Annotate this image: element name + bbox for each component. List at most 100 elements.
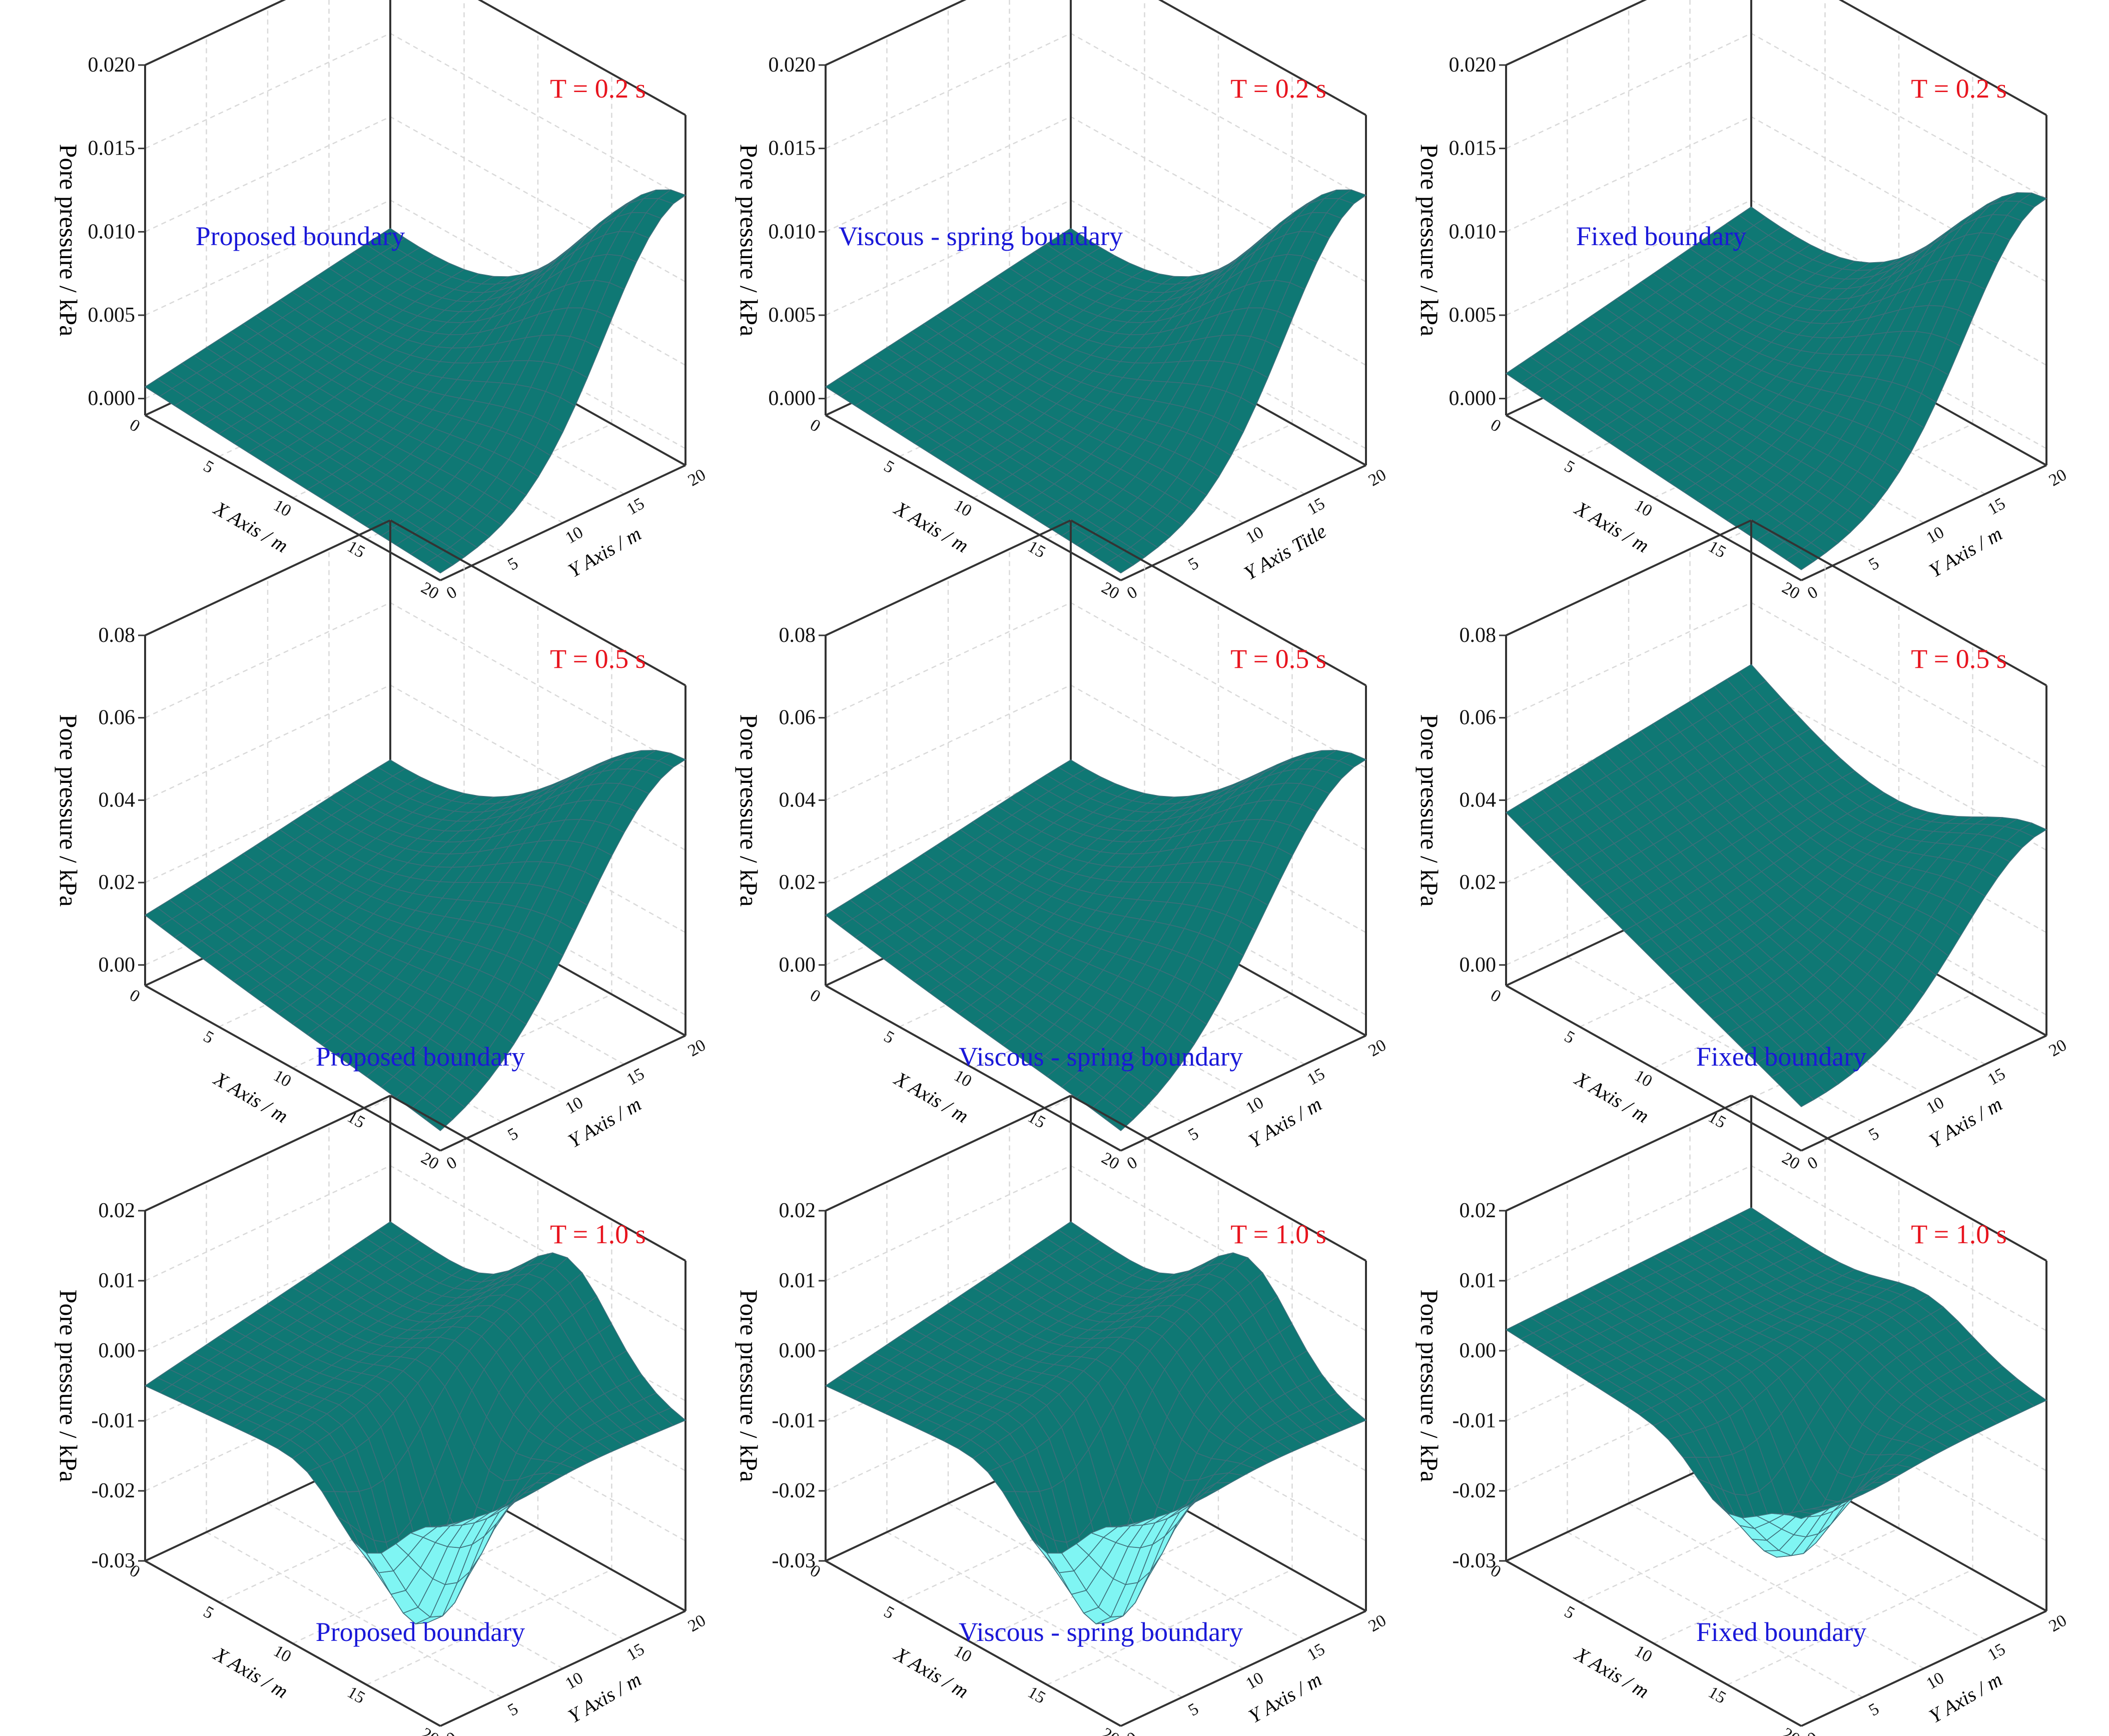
z-tick-label: 0.010 bbox=[769, 220, 816, 243]
axis-frame-edge bbox=[1120, 1610, 1366, 1727]
surface-patch bbox=[1105, 1108, 1134, 1131]
x-tick-label: 10 bbox=[951, 496, 975, 520]
axis-frame-edge bbox=[145, 0, 286, 66]
surface-mesh bbox=[145, 1221, 686, 1624]
axis-frame-edge bbox=[1120, 464, 1366, 581]
y-tick-label: 15 bbox=[1304, 1065, 1328, 1089]
z-tick-label: 0.08 bbox=[99, 624, 136, 647]
axis-frame-edge bbox=[825, 1560, 1121, 1727]
boundary-label: Fixed boundary bbox=[1696, 1617, 1866, 1647]
x-tick-label: 0 bbox=[807, 416, 824, 436]
surface-mesh bbox=[825, 1221, 1366, 1624]
x-tick-label: 0 bbox=[807, 986, 824, 1007]
floor-gridline bbox=[267, 1502, 563, 1669]
z-axis: -0.03 -0.02 -0.01 0.00 0.01 0.02 Pore pressure… bbox=[55, 1199, 145, 1572]
z-tick-label: 0.000 bbox=[88, 387, 136, 410]
floor-gridline bbox=[1653, 1527, 1899, 1644]
x-tick-label: 5 bbox=[881, 1602, 897, 1623]
axis-frame-edge bbox=[1801, 464, 2047, 581]
time-label: T = 0.2 s bbox=[1230, 74, 1326, 104]
surface-mesh bbox=[1506, 664, 2047, 1107]
x-tick-label: 5 bbox=[1561, 1602, 1578, 1623]
z-axis: 0.00 0.02 0.04 0.06 0.08 Pore pressure / kPa bbox=[735, 624, 826, 977]
x-tick-label: 10 bbox=[270, 496, 294, 520]
axis-frame-edge bbox=[1801, 1610, 2047, 1727]
z-tick-label: -0.03 bbox=[1453, 1549, 1497, 1572]
axis-frame-edge bbox=[1506, 0, 1647, 66]
z-tick-label: 0.08 bbox=[779, 624, 816, 647]
y-tick-label: 15 bbox=[1984, 1640, 2008, 1664]
back-walls bbox=[1505, 0, 2047, 581]
z-tick-label: 0.02 bbox=[99, 871, 136, 894]
x-tick-label: 5 bbox=[881, 457, 897, 477]
z-tick-label: 0.010 bbox=[88, 220, 136, 243]
surface-mesh bbox=[1506, 1207, 2047, 1558]
panel-fixed-t02: 0.000 0.005 0.010 0.015 0.020 Pore pressure /… bbox=[1361, 0, 2070, 603]
z-tick-label: 0.015 bbox=[1449, 137, 1497, 160]
axis-frame-edge bbox=[825, 0, 967, 66]
x-tick-label: 5 bbox=[1561, 1027, 1578, 1048]
y-tick-label: 15 bbox=[1304, 494, 1328, 519]
y-tick-label: 10 bbox=[1243, 523, 1267, 547]
z-axis-title: Pore pressure / kPa bbox=[55, 144, 83, 337]
z-gridline bbox=[145, 602, 686, 768]
z-tick-label: -0.02 bbox=[1453, 1479, 1497, 1502]
surface-patch bbox=[425, 1108, 453, 1131]
x-tick-label: 0 bbox=[1488, 416, 1504, 436]
surface-mesh bbox=[825, 189, 1366, 574]
y-tick-label: 15 bbox=[1984, 1065, 2008, 1089]
floor-gridline bbox=[1628, 1502, 1924, 1669]
time-label: T = 0.5 s bbox=[1230, 644, 1326, 674]
surface-patch bbox=[425, 555, 453, 574]
z-tick-label: 0.06 bbox=[99, 706, 136, 729]
axis-frame-edge bbox=[1801, 1035, 2047, 1152]
panel-viscous-t02: 0.000 0.005 0.010 0.015 0.020 Pore pressure /… bbox=[680, 0, 1389, 603]
z-tick-label: 0.005 bbox=[1449, 304, 1497, 327]
surface-plot: 0.000 0.005 0.010 0.015 0.020 Pore pressure /… bbox=[735, 0, 1389, 603]
surface-mesh bbox=[825, 749, 1366, 1131]
z-tick-label: 0.015 bbox=[769, 137, 816, 160]
floor-gridline bbox=[366, 1569, 612, 1685]
z-gridline bbox=[825, 602, 1366, 768]
surface-patch bbox=[1786, 551, 1814, 570]
x-tick-label: 0 bbox=[127, 986, 143, 1007]
time-label: T = 1.0 s bbox=[1230, 1219, 1326, 1249]
time-label: T = 0.5 s bbox=[550, 644, 645, 674]
panel-viscous-t05: 0.00 0.02 0.04 0.06 0.08 Pore pressure / kPa 0… bbox=[680, 519, 1389, 1173]
y-tick-label: 0 bbox=[443, 1728, 460, 1736]
z-tick-label: 0.010 bbox=[1449, 220, 1497, 243]
y-tick-label: 10 bbox=[562, 523, 586, 547]
surface-plot: -0.03 -0.02 -0.01 0.00 0.01 0.02 Pore pressure… bbox=[55, 1095, 709, 1736]
floor-gridline bbox=[206, 1531, 502, 1698]
z-tick-label: 0.020 bbox=[1449, 54, 1497, 77]
z-axis-title: Pore pressure / kPa bbox=[735, 1290, 763, 1482]
x-tick-label: 5 bbox=[200, 1027, 217, 1048]
y-tick-label: 10 bbox=[1923, 1668, 1947, 1693]
surface-plot: -0.03 -0.02 -0.01 0.00 0.01 0.02 Pore pressure… bbox=[1416, 1095, 2070, 1736]
z-tick-label: 0.020 bbox=[88, 54, 136, 77]
z-axis-title: Pore pressure / kPa bbox=[1416, 714, 1444, 907]
panel-proposed-t02: 0.000 0.005 0.010 0.015 0.020 Pore pressure /… bbox=[0, 0, 709, 603]
y-tick-label: 10 bbox=[562, 1093, 586, 1118]
z-tick-label: 0.02 bbox=[1460, 1199, 1497, 1222]
x-tick-label: 10 bbox=[1631, 1066, 1655, 1091]
axis-frame-edge bbox=[1070, 1095, 1366, 1262]
panel-fixed-t05: 0.00 0.02 0.04 0.06 0.08 Pore pressure / kPa 0… bbox=[1361, 519, 2070, 1173]
boundary-label: Viscous - spring boundary bbox=[959, 1042, 1243, 1072]
z-axis-title: Pore pressure / kPa bbox=[55, 714, 83, 907]
z-axis-title: Pore pressure / kPa bbox=[735, 144, 763, 337]
y-tick-label: 15 bbox=[1304, 1640, 1328, 1664]
z-tick-label: 0.00 bbox=[1460, 954, 1497, 977]
time-label: T = 0.5 s bbox=[1911, 644, 2006, 674]
axis-frame-edge bbox=[145, 1560, 441, 1727]
y-tick-label: 10 bbox=[1923, 1093, 1947, 1118]
axis-frame-edge bbox=[1158, 0, 1366, 116]
floor-gridline bbox=[1567, 1531, 1863, 1698]
z-axis: 0.00 0.02 0.04 0.06 0.08 Pore pressure / kPa bbox=[1416, 624, 1506, 977]
floor-gridline bbox=[1046, 1569, 1293, 1685]
z-tick-label: 0.000 bbox=[1449, 387, 1497, 410]
z-tick-label: 0.02 bbox=[99, 1199, 136, 1222]
